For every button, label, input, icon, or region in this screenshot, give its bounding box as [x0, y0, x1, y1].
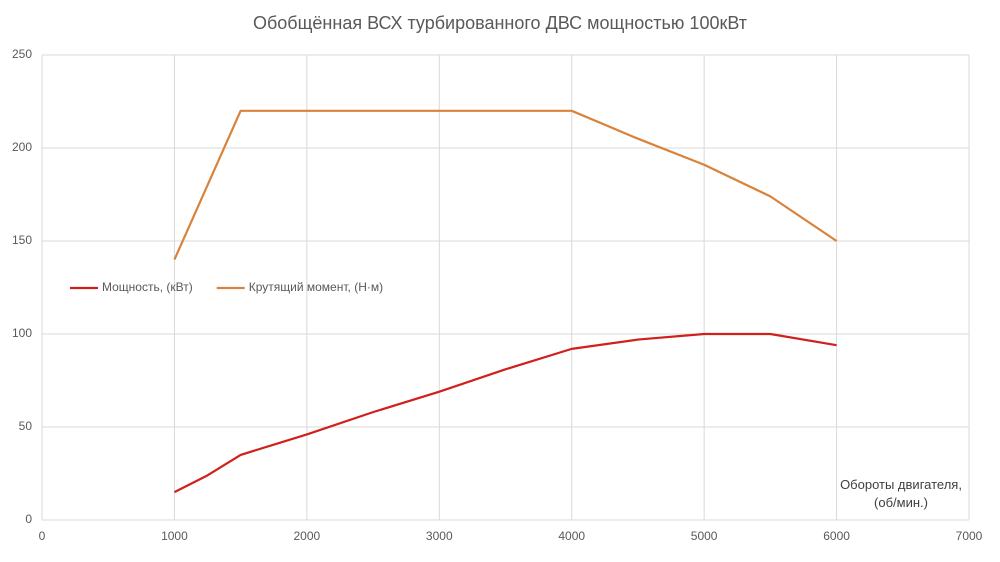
x-tick-label: 6000: [823, 529, 850, 543]
x-tick-label: 1000: [161, 529, 188, 543]
y-tick-label: 250: [12, 47, 32, 61]
series-line: [173, 109, 838, 261]
x-tick-label: 3000: [426, 529, 453, 543]
y-tick-label: 0: [25, 512, 32, 526]
series-line: [173, 332, 837, 494]
x-tick-label: 5000: [691, 529, 718, 543]
x-tick-label: 7000: [956, 529, 983, 543]
y-tick-label: 100: [12, 326, 32, 340]
x-tick-label: 4000: [558, 529, 585, 543]
x-tick-label: 0: [39, 529, 46, 543]
legend-label: Крутящий момент, (Н·м): [249, 280, 383, 294]
x-tick-label: 2000: [294, 529, 321, 543]
x-axis-label: Обороты двигателя, (об/мин.): [840, 477, 962, 510]
y-tick-label: 50: [19, 419, 33, 433]
y-tick-label: 150: [12, 233, 32, 247]
legend-label: Мощность, (кВт): [102, 280, 193, 294]
chart-title: Обобщённая ВСХ турбированного ДВС мощнос…: [253, 13, 747, 33]
y-tick-label: 200: [12, 140, 32, 154]
